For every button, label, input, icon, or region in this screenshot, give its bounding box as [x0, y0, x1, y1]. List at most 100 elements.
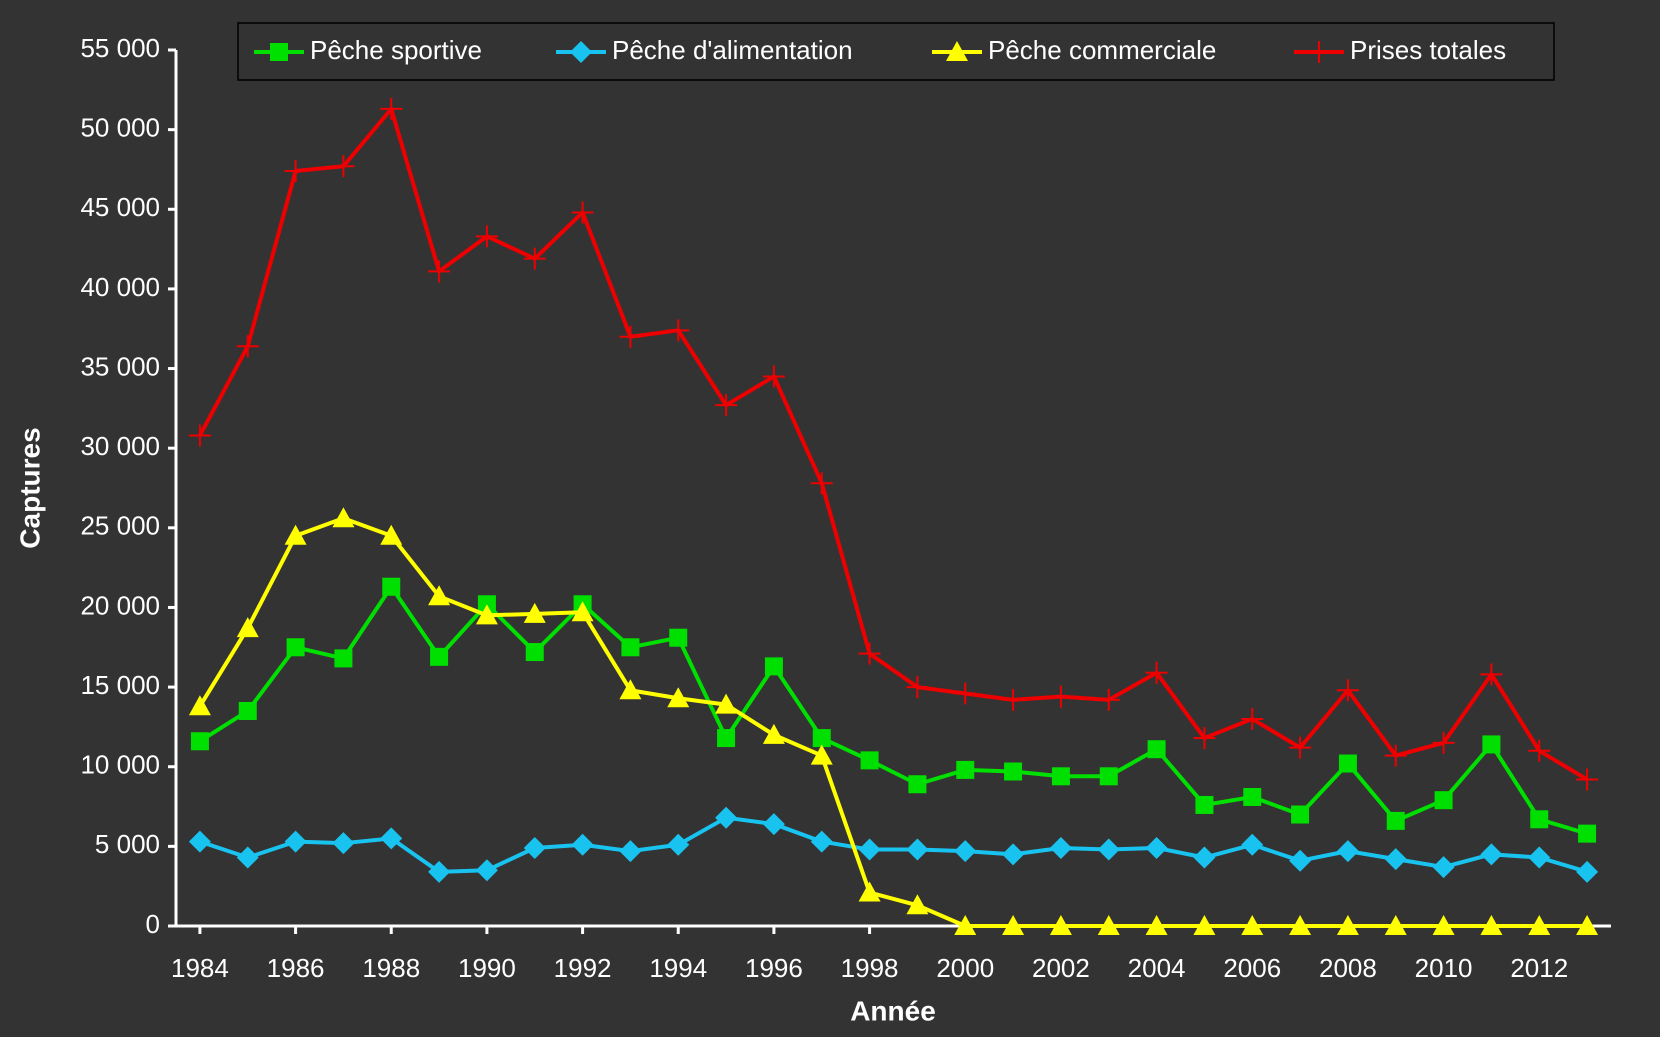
marker: [1432, 731, 1455, 754]
marker: [1097, 688, 1120, 711]
marker: [1289, 849, 1312, 872]
y-tick-label: 55 000: [80, 33, 160, 63]
marker: [380, 524, 403, 545]
marker: [1097, 915, 1120, 935]
x-tick-label: 1992: [554, 953, 612, 983]
marker: [1384, 744, 1407, 767]
y-tick-label: 5 000: [95, 829, 160, 859]
marker: [1243, 787, 1262, 806]
legend-marker: [1308, 41, 1330, 63]
marker: [860, 751, 879, 770]
marker: [523, 836, 546, 859]
x-axis-title: Année: [850, 995, 936, 1026]
legend-label: Pêche d'alimentation: [612, 35, 853, 65]
marker: [475, 225, 498, 248]
marker: [1528, 915, 1551, 935]
marker: [1576, 860, 1599, 883]
marker: [1482, 735, 1501, 754]
marker: [286, 638, 305, 657]
marker: [1432, 856, 1455, 879]
marker: [475, 604, 498, 625]
marker: [954, 915, 977, 935]
marker: [428, 260, 451, 283]
y-tick-label: 25 000: [80, 511, 160, 541]
marker: [954, 682, 977, 705]
marker: [715, 806, 738, 829]
marker: [906, 894, 929, 915]
y-tick-label: 30 000: [80, 431, 160, 461]
marker: [523, 602, 546, 623]
marker: [332, 155, 355, 178]
marker: [762, 723, 785, 744]
x-tick-label: 1988: [362, 953, 420, 983]
marker: [621, 638, 640, 657]
marker: [1528, 739, 1551, 762]
marker: [1338, 754, 1357, 773]
legend-box: [237, 22, 1555, 81]
marker: [380, 97, 403, 120]
marker: [1480, 915, 1503, 935]
marker: [1049, 836, 1072, 859]
marker: [284, 524, 307, 545]
marker: [667, 319, 690, 342]
marker: [1145, 915, 1168, 935]
legend-label: Pêche sportive: [310, 35, 482, 65]
marker: [908, 775, 927, 794]
marker: [1002, 915, 1025, 935]
marker: [1578, 824, 1597, 843]
marker: [1241, 833, 1264, 856]
y-tick-label: 45 000: [80, 192, 160, 222]
marker: [1386, 811, 1405, 830]
marker: [1576, 768, 1599, 791]
marker: [1002, 843, 1025, 866]
marker: [1336, 679, 1359, 702]
marker: [525, 643, 544, 662]
marker: [1528, 846, 1551, 869]
legend-label: Pêche commerciale: [988, 35, 1216, 65]
x-tick-label: 2008: [1319, 953, 1377, 983]
marker: [188, 424, 211, 447]
marker: [1049, 685, 1072, 708]
marker: [1336, 840, 1359, 863]
x-tick-label: 1986: [267, 953, 325, 983]
marker: [571, 601, 594, 622]
marker: [188, 830, 211, 853]
y-tick-label: 0: [146, 909, 160, 939]
marker: [669, 628, 688, 647]
marker: [1049, 915, 1072, 935]
marker: [523, 247, 546, 270]
marker: [284, 160, 307, 183]
marker: [1480, 843, 1503, 866]
marker: [1576, 915, 1599, 935]
x-tick-label: 1998: [841, 953, 899, 983]
marker: [717, 729, 736, 748]
y-tick-label: 20 000: [80, 590, 160, 620]
marker: [1336, 915, 1359, 935]
marker: [1480, 663, 1503, 686]
marker: [812, 729, 831, 748]
legend-marker: [270, 43, 288, 61]
marker: [1051, 767, 1070, 786]
marker: [1145, 661, 1168, 684]
x-tick-label: 2010: [1415, 953, 1473, 983]
marker: [236, 617, 259, 638]
y-axis-title: Captures: [14, 427, 45, 548]
marker: [332, 832, 355, 855]
marker: [715, 693, 738, 714]
series-line: [198, 516, 1588, 928]
y-tick-label: 10 000: [80, 750, 160, 780]
marker: [762, 813, 785, 836]
marker: [956, 760, 975, 779]
marker: [858, 881, 881, 902]
marker: [1145, 836, 1168, 859]
marker: [1193, 915, 1216, 935]
y-tick-label: 15 000: [80, 670, 160, 700]
marker: [430, 647, 449, 666]
legend-label: Prises totales: [1350, 35, 1506, 65]
marker: [284, 830, 307, 853]
marker: [1289, 736, 1312, 759]
legend-marker: [946, 41, 968, 61]
marker: [236, 846, 259, 869]
marker: [236, 335, 259, 358]
